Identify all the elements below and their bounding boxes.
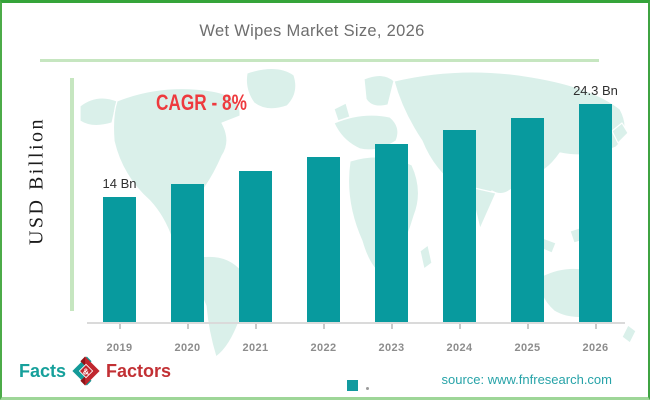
axis-tick-2022 (322, 324, 325, 329)
axis-tick-2020 (186, 324, 189, 329)
logo-ampersand: & (83, 366, 89, 376)
year-label-2022: 2022 (310, 342, 337, 354)
title-underline (40, 59, 599, 62)
year-label-2024: 2024 (446, 342, 473, 354)
legend-marker (347, 380, 358, 391)
bar-value-label-2026: 24.3 Bn (573, 83, 618, 98)
axis-tick-2021 (254, 324, 257, 329)
chart-layer: 14 Bn 2019 2020 2021 2022 2023 2024 2025 24.3 Bn… (2, 3, 648, 397)
logo-facts-text: Facts (19, 360, 67, 381)
facts-factors-logo: Facts & Factors (19, 353, 171, 389)
x-axis-line (87, 322, 625, 324)
axis-tick-2025 (526, 324, 529, 329)
bar-2020 (171, 184, 204, 324)
year-label-2019: 2019 (106, 342, 133, 354)
year-label-2026: 2026 (582, 342, 609, 354)
cagr-annotation: CAGR - 8% (156, 91, 247, 116)
year-label-2023: 2023 (378, 342, 405, 354)
source-link[interactable]: source: www.fnfresearch.com (441, 372, 612, 387)
bar-2026 (579, 104, 612, 324)
year-label-2021: 2021 (242, 342, 269, 354)
bar-2021 (239, 171, 272, 324)
axis-tick-2026 (594, 324, 597, 329)
chart-title: Wet Wipes Market Size, 2026 (199, 22, 425, 40)
bar-2019 (103, 197, 136, 324)
bar-2023 (375, 144, 408, 324)
logo-factors-text: Factors (106, 360, 172, 381)
bar-2022 (307, 157, 340, 324)
year-label-2025: 2025 (514, 342, 541, 354)
y-axis-line (70, 78, 74, 311)
bar-2024 (443, 130, 476, 324)
legend-dot (366, 387, 369, 390)
bar-2025 (511, 118, 544, 324)
axis-tick-2019 (118, 324, 121, 329)
axis-tick-2023 (390, 324, 393, 329)
year-label-2020: 2020 (174, 342, 201, 354)
axis-tick-2024 (458, 324, 461, 329)
logo-diamond-icon: & (72, 356, 100, 386)
bar-value-label-2019: 14 Bn (102, 176, 137, 191)
